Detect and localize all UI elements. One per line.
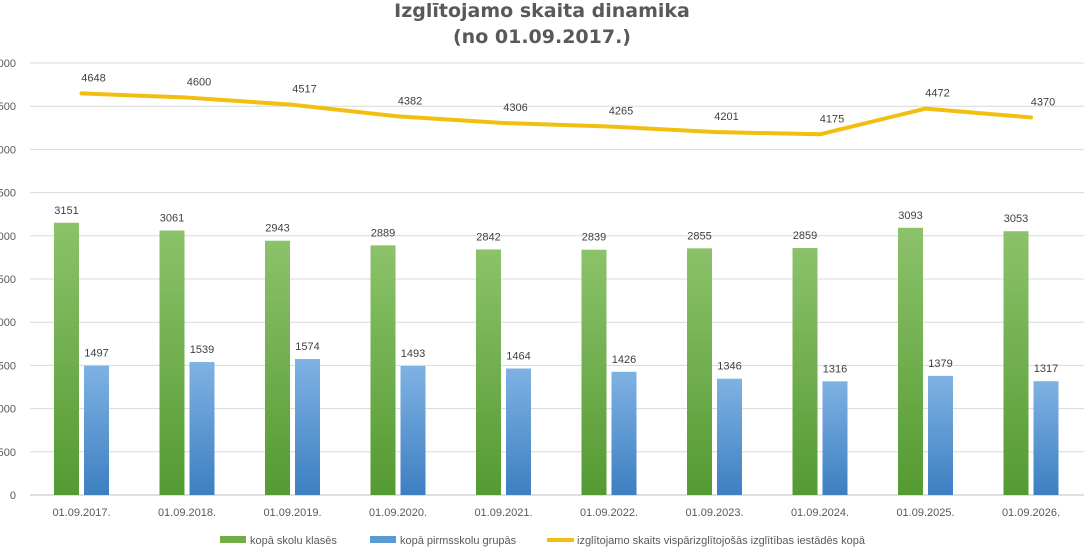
bar [792, 247, 818, 495]
y-tick-label: 000 [0, 144, 16, 156]
bar-data-label: 3151 [54, 205, 78, 217]
bar-data-label: 2842 [476, 231, 500, 243]
legend-label: kopā pirmsskolu grupās [400, 535, 517, 547]
bar-data-label: 3061 [160, 213, 184, 225]
bar [54, 222, 79, 495]
x-tick-label: 01.09.2019. [263, 507, 321, 519]
y-tick-label: 000 [0, 404, 16, 416]
bar [898, 227, 923, 495]
bar-data-label: 1497 [84, 348, 108, 360]
chart-title: Izglītojamo skaita dinamika [394, 0, 690, 22]
bar [159, 230, 185, 495]
y-tick-label: 500 [0, 188, 16, 200]
legend-label: kopā skolu klasēs [250, 535, 337, 547]
bar [295, 359, 320, 495]
line-data-label: 4201 [714, 111, 738, 123]
y-tick-label: 000 [0, 58, 16, 70]
x-tick-label: 01.09.2025. [896, 507, 954, 519]
line-data-label: 4517 [292, 84, 316, 96]
x-tick-label: 01.09.2018. [158, 507, 216, 519]
bar-data-label: 2859 [793, 230, 817, 242]
line-data-label: 4370 [1031, 96, 1055, 108]
x-tick-label: 01.09.2017. [52, 507, 110, 519]
bar [687, 248, 712, 495]
bar [581, 249, 607, 495]
bar [189, 362, 215, 495]
bar [370, 245, 396, 495]
bar [476, 249, 501, 495]
x-tick-label: 01.09.2020. [369, 507, 427, 519]
x-tick-label: 01.09.2026. [1002, 507, 1060, 519]
chart-subtitle: (no 01.09.2017.) [453, 26, 631, 48]
y-tick-label: 500 [0, 101, 16, 113]
line-series [79, 91, 1033, 137]
line-data-label: 4600 [187, 77, 211, 89]
bar-data-label: 3053 [1004, 213, 1028, 225]
x-tick-label: 01.09.2024. [791, 507, 849, 519]
y-tick-label: 0 [10, 490, 16, 502]
bar-data-label: 3093 [898, 210, 922, 222]
bar [822, 381, 848, 495]
bar-data-label: 1379 [928, 358, 952, 370]
x-tick-label: 01.09.2022. [580, 507, 638, 519]
x-tick-label: 01.09.2023. [685, 507, 743, 519]
y-tick-label: 500 [0, 447, 16, 459]
bar-data-label: 1539 [190, 344, 214, 356]
line-data-label: 4306 [503, 102, 527, 114]
bar [506, 368, 531, 495]
bar [265, 240, 290, 495]
bar [400, 366, 426, 495]
legend-swatch [220, 536, 246, 543]
line-data-label: 4472 [925, 88, 949, 100]
y-tick-label: 000 [0, 317, 16, 329]
bar-data-label: 1464 [506, 351, 530, 363]
bar-data-label: 2943 [265, 223, 289, 235]
bar-data-label: 2889 [371, 227, 395, 239]
y-tick-label: 000 [0, 231, 16, 243]
line-data-label: 4382 [398, 95, 422, 107]
legend-label: izglītojamo skaits vispārizglītojošās iz… [577, 535, 866, 547]
y-tick-label: 500 [0, 274, 16, 286]
line-data-label: 4265 [609, 106, 633, 118]
bar-data-label: 1346 [717, 361, 741, 373]
bar-data-label: 1493 [401, 348, 425, 360]
y-tick-label: 500 [0, 360, 16, 372]
bar [1003, 231, 1029, 495]
bar [84, 365, 109, 495]
bar-data-label: 2839 [582, 232, 606, 244]
bar-data-label: 2855 [687, 230, 711, 242]
x-tick-label: 01.09.2021. [474, 507, 532, 519]
bar-data-label: 1426 [612, 354, 636, 366]
line-data-label: 4648 [81, 72, 105, 84]
bar [1033, 381, 1059, 495]
bar-data-label: 1316 [823, 363, 847, 375]
legend-swatch [370, 536, 396, 543]
bar-data-label: 1317 [1034, 363, 1058, 375]
bar [717, 378, 742, 495]
bar [611, 371, 637, 495]
line-data-label: 4175 [820, 113, 844, 125]
bar [928, 375, 953, 495]
bar-data-label: 1574 [295, 341, 319, 353]
